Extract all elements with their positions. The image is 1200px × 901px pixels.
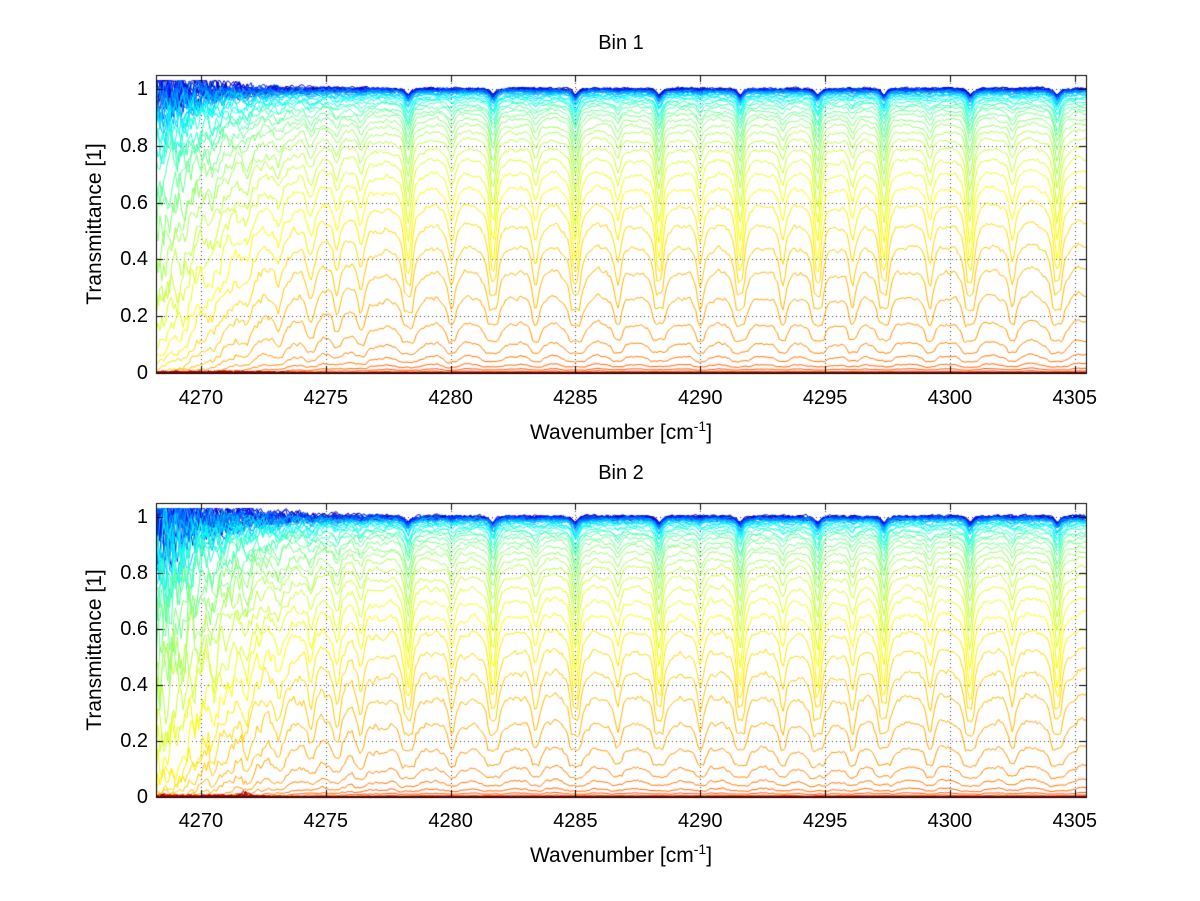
x-tick-label: 4270: [178, 810, 224, 832]
bin2-title: Bin 2: [598, 462, 644, 484]
bin1-yaxis-label: Transmittance [1]: [83, 143, 106, 305]
y-tick-label: 0: [136, 786, 148, 808]
x-tick-label: 4275: [303, 387, 349, 409]
xlabel-superscript: -1: [693, 418, 707, 434]
x-tick-label: 4275: [303, 810, 349, 832]
bin1-title: Bin 1: [598, 32, 644, 54]
y-tick-label: 0.6: [120, 191, 148, 214]
x-tick-label: 4280: [428, 387, 473, 409]
xlabel-bracket: ]: [706, 844, 713, 867]
x-tick-label: 4300: [927, 810, 973, 832]
x-tick-label: 4285: [553, 810, 598, 832]
x-tick-label: 4280: [428, 810, 473, 832]
y-tick-label: 0: [136, 362, 148, 384]
x-tick-label: 4290: [678, 810, 723, 832]
x-tick-label: 4290: [678, 387, 723, 409]
x-tick-label: 4305: [1052, 810, 1098, 832]
xlabel-text: Wavenumber [cm: [529, 421, 694, 444]
y-tick-label: 0.8: [120, 134, 148, 157]
y-tick-label: 0.2: [120, 730, 148, 752]
y-tick-label: 0.4: [120, 674, 148, 696]
bin2-xaxis-label: Wavenumber [cm-1]: [156, 841, 1086, 869]
x-tick-label: 4270: [178, 387, 224, 409]
y-tick-label: 0.4: [120, 248, 148, 271]
y-tick-label: 1: [136, 506, 148, 528]
x-tick-label: 4295: [802, 387, 848, 409]
xlabel-bracket: ]: [706, 421, 713, 444]
y-tick-label: 1: [136, 78, 148, 101]
x-tick-label: 4295: [802, 810, 848, 832]
y-tick-label: 0.8: [120, 562, 148, 584]
x-tick-label: 4305: [1052, 387, 1098, 409]
bin1-xaxis-label: Wavenumber [cm-1]: [156, 418, 1086, 446]
xlabel-superscript: -1: [693, 841, 707, 857]
y-tick-label: 0.2: [120, 305, 148, 328]
y-tick-label: 0.6: [120, 618, 148, 640]
x-tick-label: 4285: [553, 387, 598, 409]
xlabel-text: Wavenumber [cm: [529, 844, 694, 867]
x-tick-label: 4300: [927, 387, 973, 409]
bin2-yaxis-label: Transmittance [1]: [83, 569, 106, 731]
